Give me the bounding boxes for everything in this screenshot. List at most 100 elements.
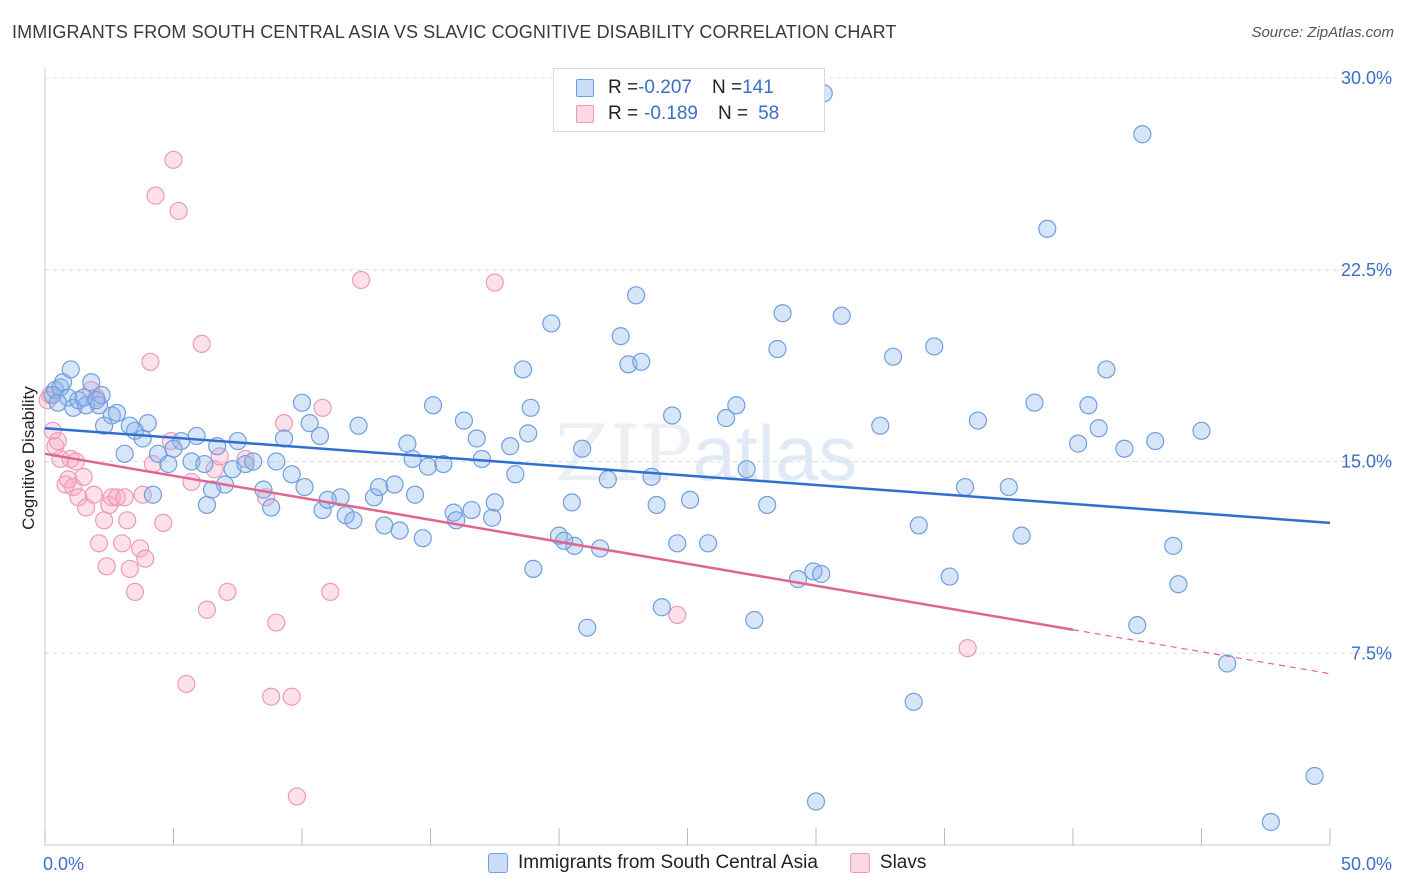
immigrants-point (768, 339, 787, 359)
slavs-point (169, 201, 188, 221)
immigrants-point (909, 516, 928, 535)
immigrants-point (483, 508, 502, 527)
immigrants-point (716, 408, 736, 428)
slavs-point (267, 613, 286, 632)
immigrants-point (375, 516, 394, 535)
immigrants-point (506, 465, 525, 484)
slavs-point (130, 539, 150, 558)
immigrants-point (318, 490, 337, 509)
immigrants-point (812, 564, 831, 584)
immigrants-point (1133, 125, 1152, 144)
immigrants-point (195, 454, 214, 474)
stats-legend: R = -0.207 N = 141 R = -0.189 N = 58 (553, 68, 825, 132)
immigrants-point (462, 500, 481, 520)
immigrants-point (159, 454, 178, 474)
series-legend: Immigrants from South Central Asia Slavs (488, 852, 958, 874)
immigrants-point (187, 426, 206, 446)
immigrants-point (1038, 219, 1057, 238)
slavs-point (141, 352, 160, 371)
immigrants-point (680, 490, 700, 509)
slavs-point (313, 398, 332, 417)
immigrants-point (418, 457, 438, 476)
grid-lines (45, 77, 1392, 654)
immigrants-point (403, 449, 422, 469)
legend-n-label: N = (717, 103, 749, 124)
immigrants-point (292, 393, 312, 412)
legend-item-slavs[interactable]: Slavs (849, 852, 927, 874)
immigrants-point (773, 304, 792, 323)
slavs-point (115, 488, 134, 507)
legend-r-label: R = (608, 77, 639, 98)
x-tick-label: 0.0% (43, 854, 84, 874)
immigrants-point (92, 385, 111, 405)
immigrants-point (1025, 393, 1044, 412)
immigrants-point (999, 477, 1018, 497)
immigrants-point (632, 352, 651, 371)
slavs-point (182, 472, 201, 492)
legend-label: Slavs (879, 852, 927, 873)
immigrants-point (48, 393, 67, 412)
legend-n-label: N = (711, 77, 743, 98)
immigrants-point (832, 306, 851, 325)
immigrants-point (434, 454, 453, 474)
immigrants-point (1128, 616, 1147, 635)
immigrants-point (562, 493, 581, 512)
immigrants-point (611, 327, 630, 346)
slavs-point (66, 452, 85, 471)
immigrants-point (485, 493, 504, 512)
immigrants-point (133, 429, 152, 448)
immigrants-point (1192, 421, 1211, 440)
slavs-point (177, 674, 196, 694)
immigrants-point (758, 495, 777, 515)
immigrants-point (364, 488, 384, 507)
immigrants-point (1089, 419, 1108, 438)
immigrants-point (1218, 654, 1237, 673)
immigrants-point (668, 534, 687, 553)
slavs-point (154, 513, 173, 532)
immigrants-point (244, 452, 263, 471)
immigrants-point (883, 347, 903, 366)
legend-row-slavs: R = -0.189 N = 58 (576, 102, 779, 126)
slavs-point (164, 150, 183, 169)
y-axis-title: Cognitive Disability (19, 386, 38, 530)
legend-r-label: R = (608, 103, 639, 124)
immigrants-point (519, 424, 538, 443)
legend-swatch-pink (849, 853, 870, 873)
legend-r-value: -0.189 (644, 103, 698, 124)
slavs-point (274, 414, 294, 433)
immigrants-point (925, 337, 944, 356)
immigrants-point (405, 485, 425, 504)
immigrants-point (310, 426, 330, 446)
slavs-point (95, 511, 114, 530)
slavs-points (38, 150, 977, 806)
immigrants-point (521, 398, 540, 417)
immigrants-point (1012, 526, 1031, 545)
immigrants-point (542, 314, 561, 333)
slavs-point (321, 582, 340, 601)
immigrants-point (349, 416, 368, 435)
immigrants-point (262, 498, 281, 517)
slavs-point (192, 334, 211, 353)
immigrants-point (1261, 812, 1280, 832)
immigrants-point (501, 437, 520, 456)
legend-item-immigrants[interactable]: Immigrants from South Central Asia (488, 852, 818, 874)
slavs-trend-extension (1072, 629, 1331, 675)
legend-n-value: 58 (758, 103, 780, 124)
slavs-point (102, 488, 121, 507)
slavs-point (74, 467, 93, 486)
slavs-point (120, 559, 139, 578)
immigrants-point (138, 414, 157, 433)
slavs-point (69, 488, 88, 507)
source-note: Source: ZipAtlas.com (1251, 24, 1394, 41)
y-tick-label: 22.5% (1341, 260, 1392, 280)
immigrants-point (115, 444, 134, 463)
immigrants-point (467, 429, 486, 448)
x-tick-label: 50.0% (1341, 854, 1392, 874)
immigrants-point (1164, 536, 1183, 555)
immigrants-point (413, 529, 432, 548)
slavs-point (958, 639, 977, 658)
immigrants-point (344, 511, 363, 530)
slavs-point (218, 582, 237, 601)
slavs-point (352, 270, 371, 290)
immigrants-point (197, 495, 217, 515)
